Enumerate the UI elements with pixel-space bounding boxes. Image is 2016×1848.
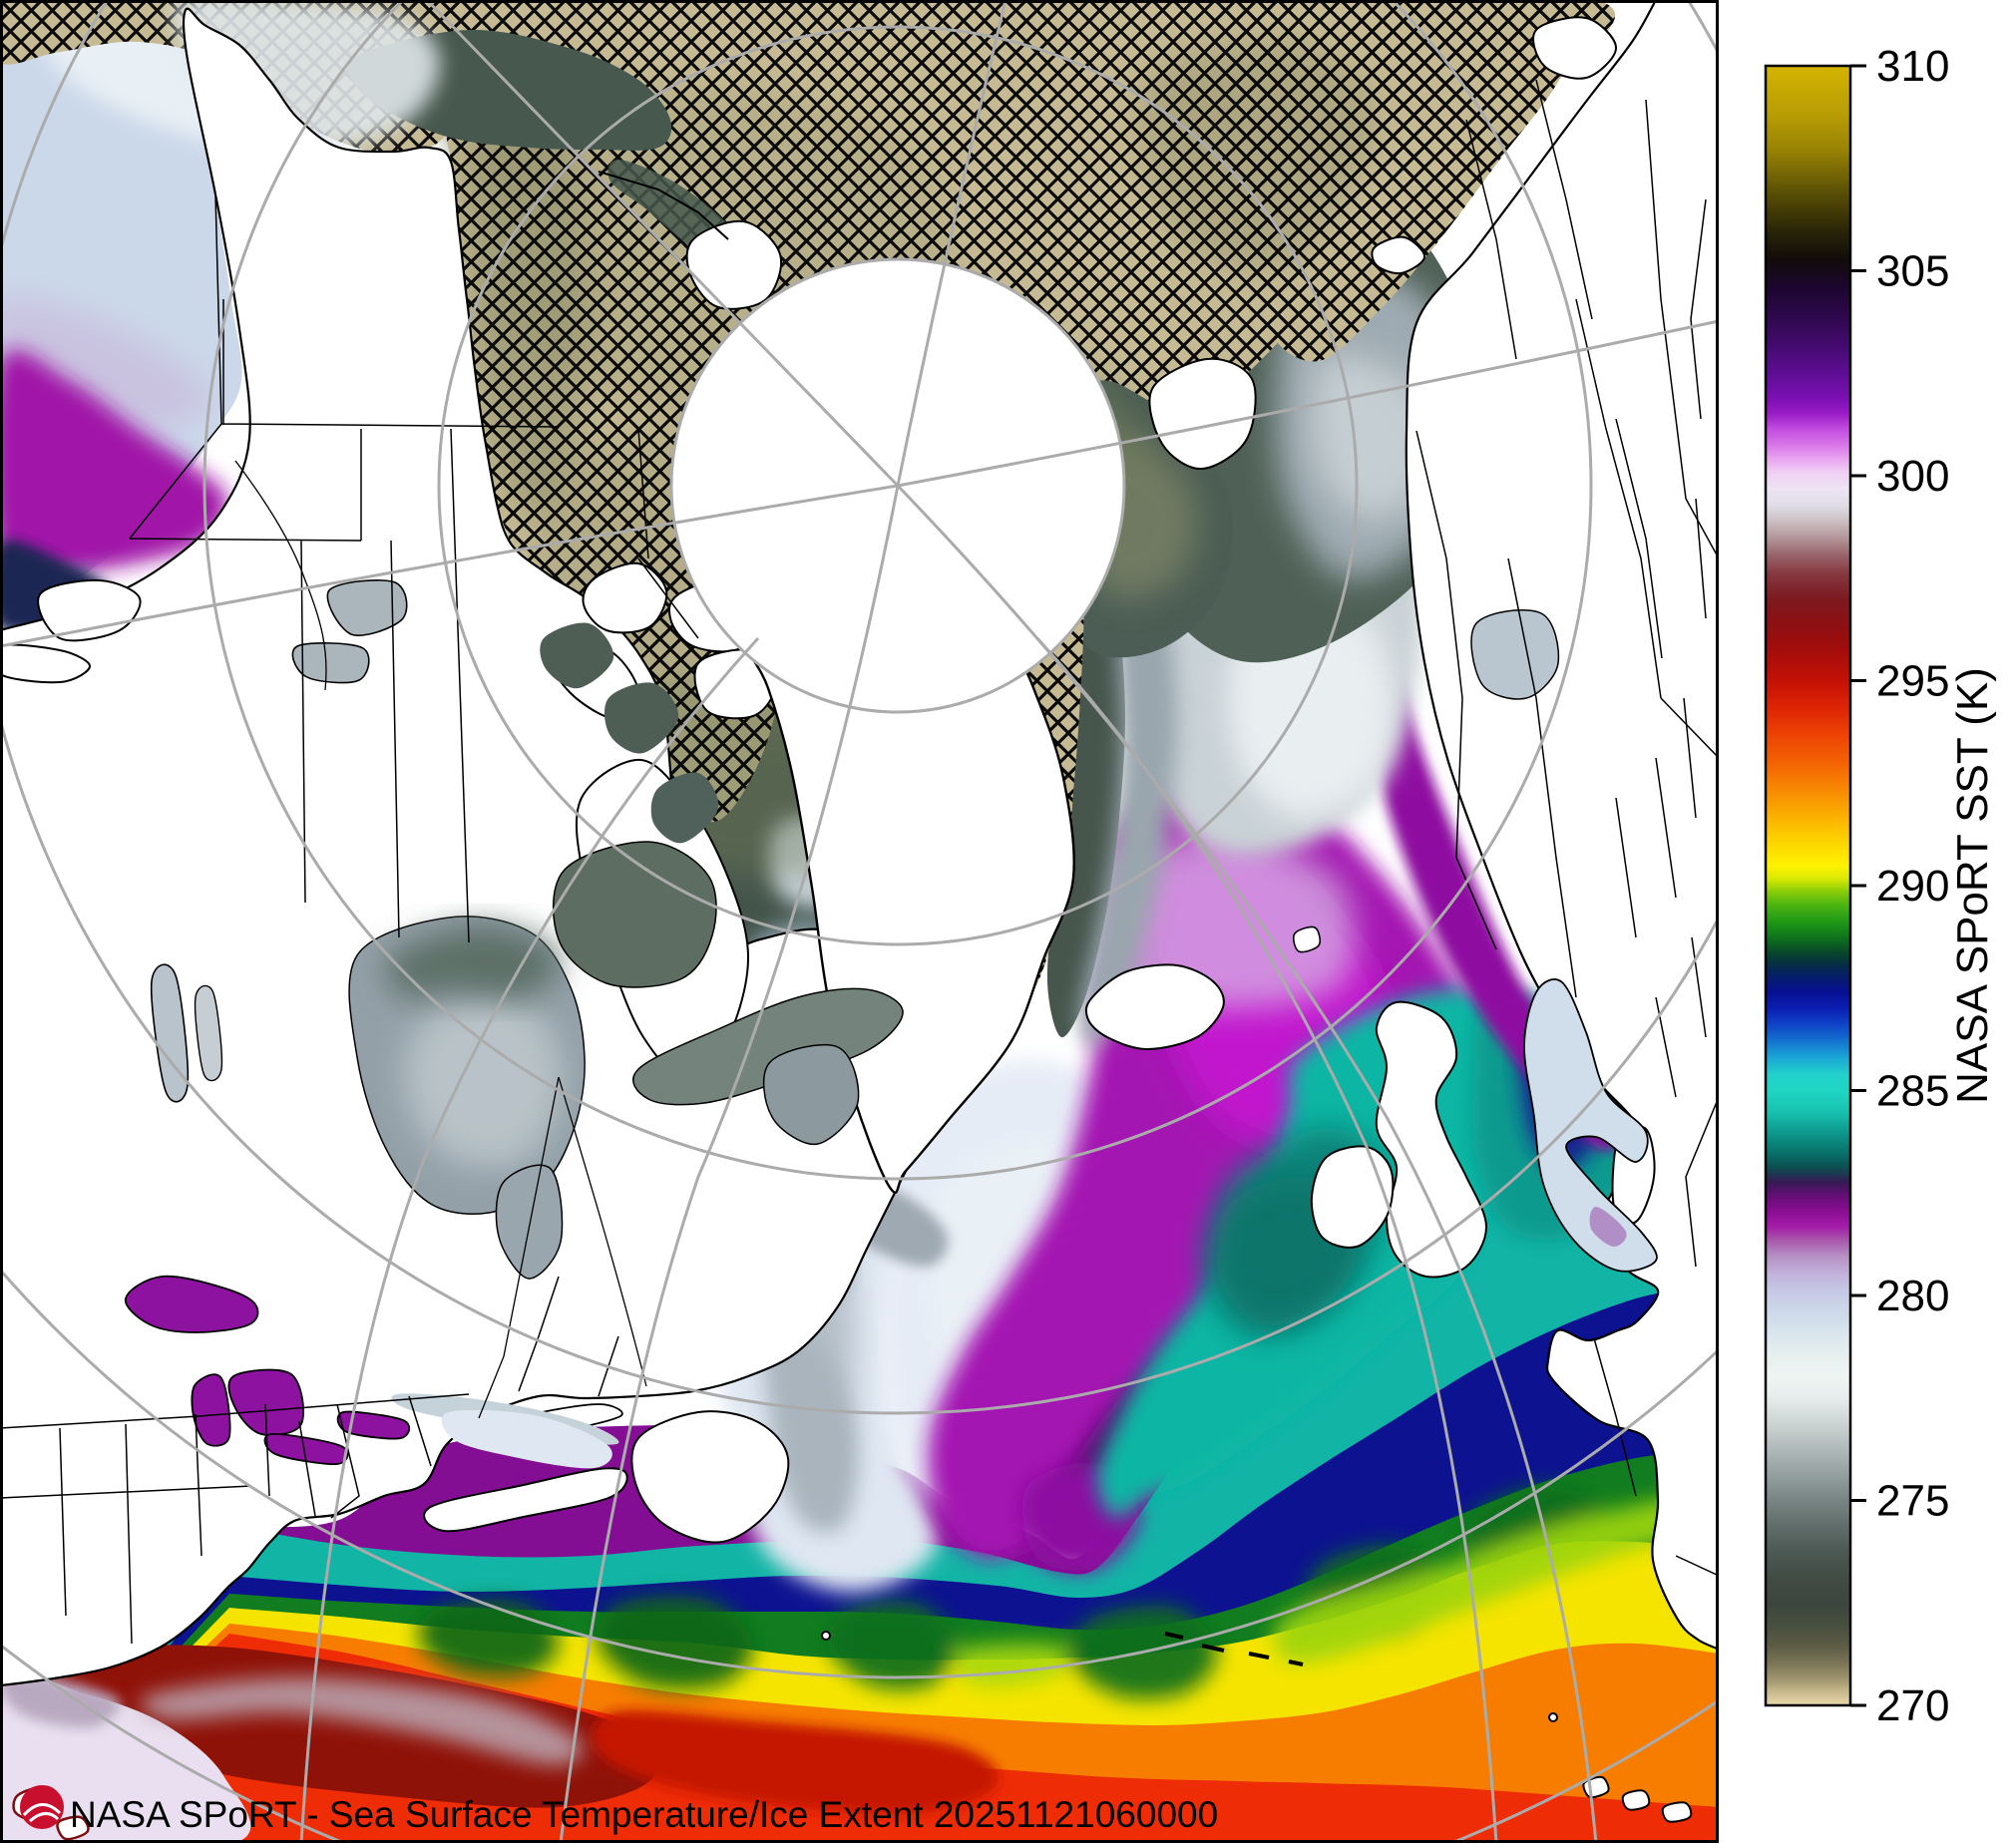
svg-text:275: 275 xyxy=(1876,1477,1949,1526)
svg-text:270: 270 xyxy=(1876,1681,1949,1730)
svg-text:285: 285 xyxy=(1876,1067,1949,1116)
svg-text:300: 300 xyxy=(1876,452,1949,501)
svg-text:295: 295 xyxy=(1876,657,1949,706)
svg-text:NASA SPoRT SST (K): NASA SPoRT SST (K) xyxy=(1948,667,1997,1104)
svg-text:290: 290 xyxy=(1876,862,1949,911)
svg-text:NASA SPoRT - Sea Surface Tempe: NASA SPoRT - Sea Surface Temperature/Ice… xyxy=(70,1794,1218,1835)
svg-text:280: 280 xyxy=(1876,1272,1949,1320)
svg-text:310: 310 xyxy=(1876,42,1949,91)
svg-text:305: 305 xyxy=(1876,247,1949,296)
